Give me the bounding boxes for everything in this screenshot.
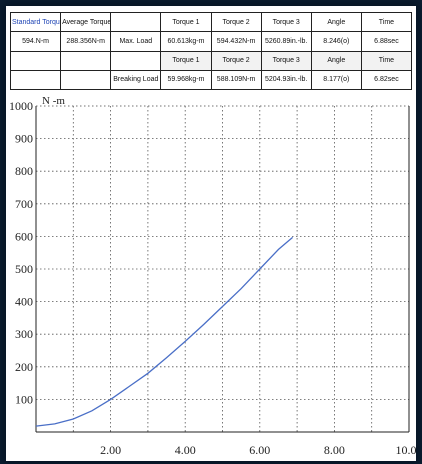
- x-unit-label: sec: [391, 457, 405, 461]
- chart-axes: [35, 105, 410, 433]
- torque-line-chart: 100 200 300 400 500 600 700 800 900 1000 2.00 4.00…: [9, 95, 416, 461]
- subheader-time: Time: [360, 50, 413, 71]
- y-tick-label: 200: [15, 360, 33, 374]
- chart-frame: Standard Torque Average Torque Torque 1 …: [6, 6, 416, 461]
- x-tick-label: 6.00: [249, 443, 270, 457]
- max-torque-1-value: 60.613kg-m: [160, 31, 212, 52]
- y-tick-labels: 100 200 300 400 500 600 700 800 900 1000: [9, 99, 33, 406]
- torque-summary-table: Standard Torque Average Torque Torque 1 …: [9, 11, 413, 91]
- y-tick-label: 1000: [9, 99, 33, 113]
- y-tick-label: 300: [15, 327, 33, 341]
- subheader-torque-1: Torque 1: [160, 50, 212, 71]
- y-tick-label: 600: [15, 229, 33, 243]
- max-time-value: 6.88sec: [360, 31, 413, 52]
- x-tick-label: 10.00: [396, 443, 417, 457]
- x-tick-labels: 2.00 4.00 6.00 8.00 10.00: [100, 443, 416, 457]
- x-tick-label: 8.00: [324, 443, 345, 457]
- subheader-torque-2: Torque 2: [210, 50, 262, 71]
- y-tick-label: 500: [15, 262, 33, 276]
- table-row-breaking-load: Breaking Load 59.968kg-m 588.109N-m 5204…: [9, 69, 413, 91]
- y-tick-label: 700: [15, 197, 33, 211]
- breaking-torque-3-value: 5204.93in.-lb.: [260, 69, 312, 91]
- y-tick-label: 900: [15, 132, 33, 146]
- breaking-angle-value: 8.177(o): [310, 69, 362, 91]
- grid-lines: [36, 106, 409, 432]
- subheader-angle: Angle: [310, 50, 362, 71]
- y-tick-label: 100: [15, 392, 33, 406]
- y-tick-label: 800: [15, 164, 33, 178]
- table-row-max-load: 594.N-m 288.356N-m Max. Load 60.613kg-m …: [9, 31, 413, 52]
- x-tick-label: 2.00: [100, 443, 121, 457]
- torque-series-line: [35, 236, 294, 427]
- y-unit-label: N -m: [42, 95, 65, 107]
- y-tick-label: 400: [15, 295, 33, 309]
- breaking-time-value: 6.82sec: [360, 69, 413, 91]
- x-tick-label: 4.00: [175, 443, 196, 457]
